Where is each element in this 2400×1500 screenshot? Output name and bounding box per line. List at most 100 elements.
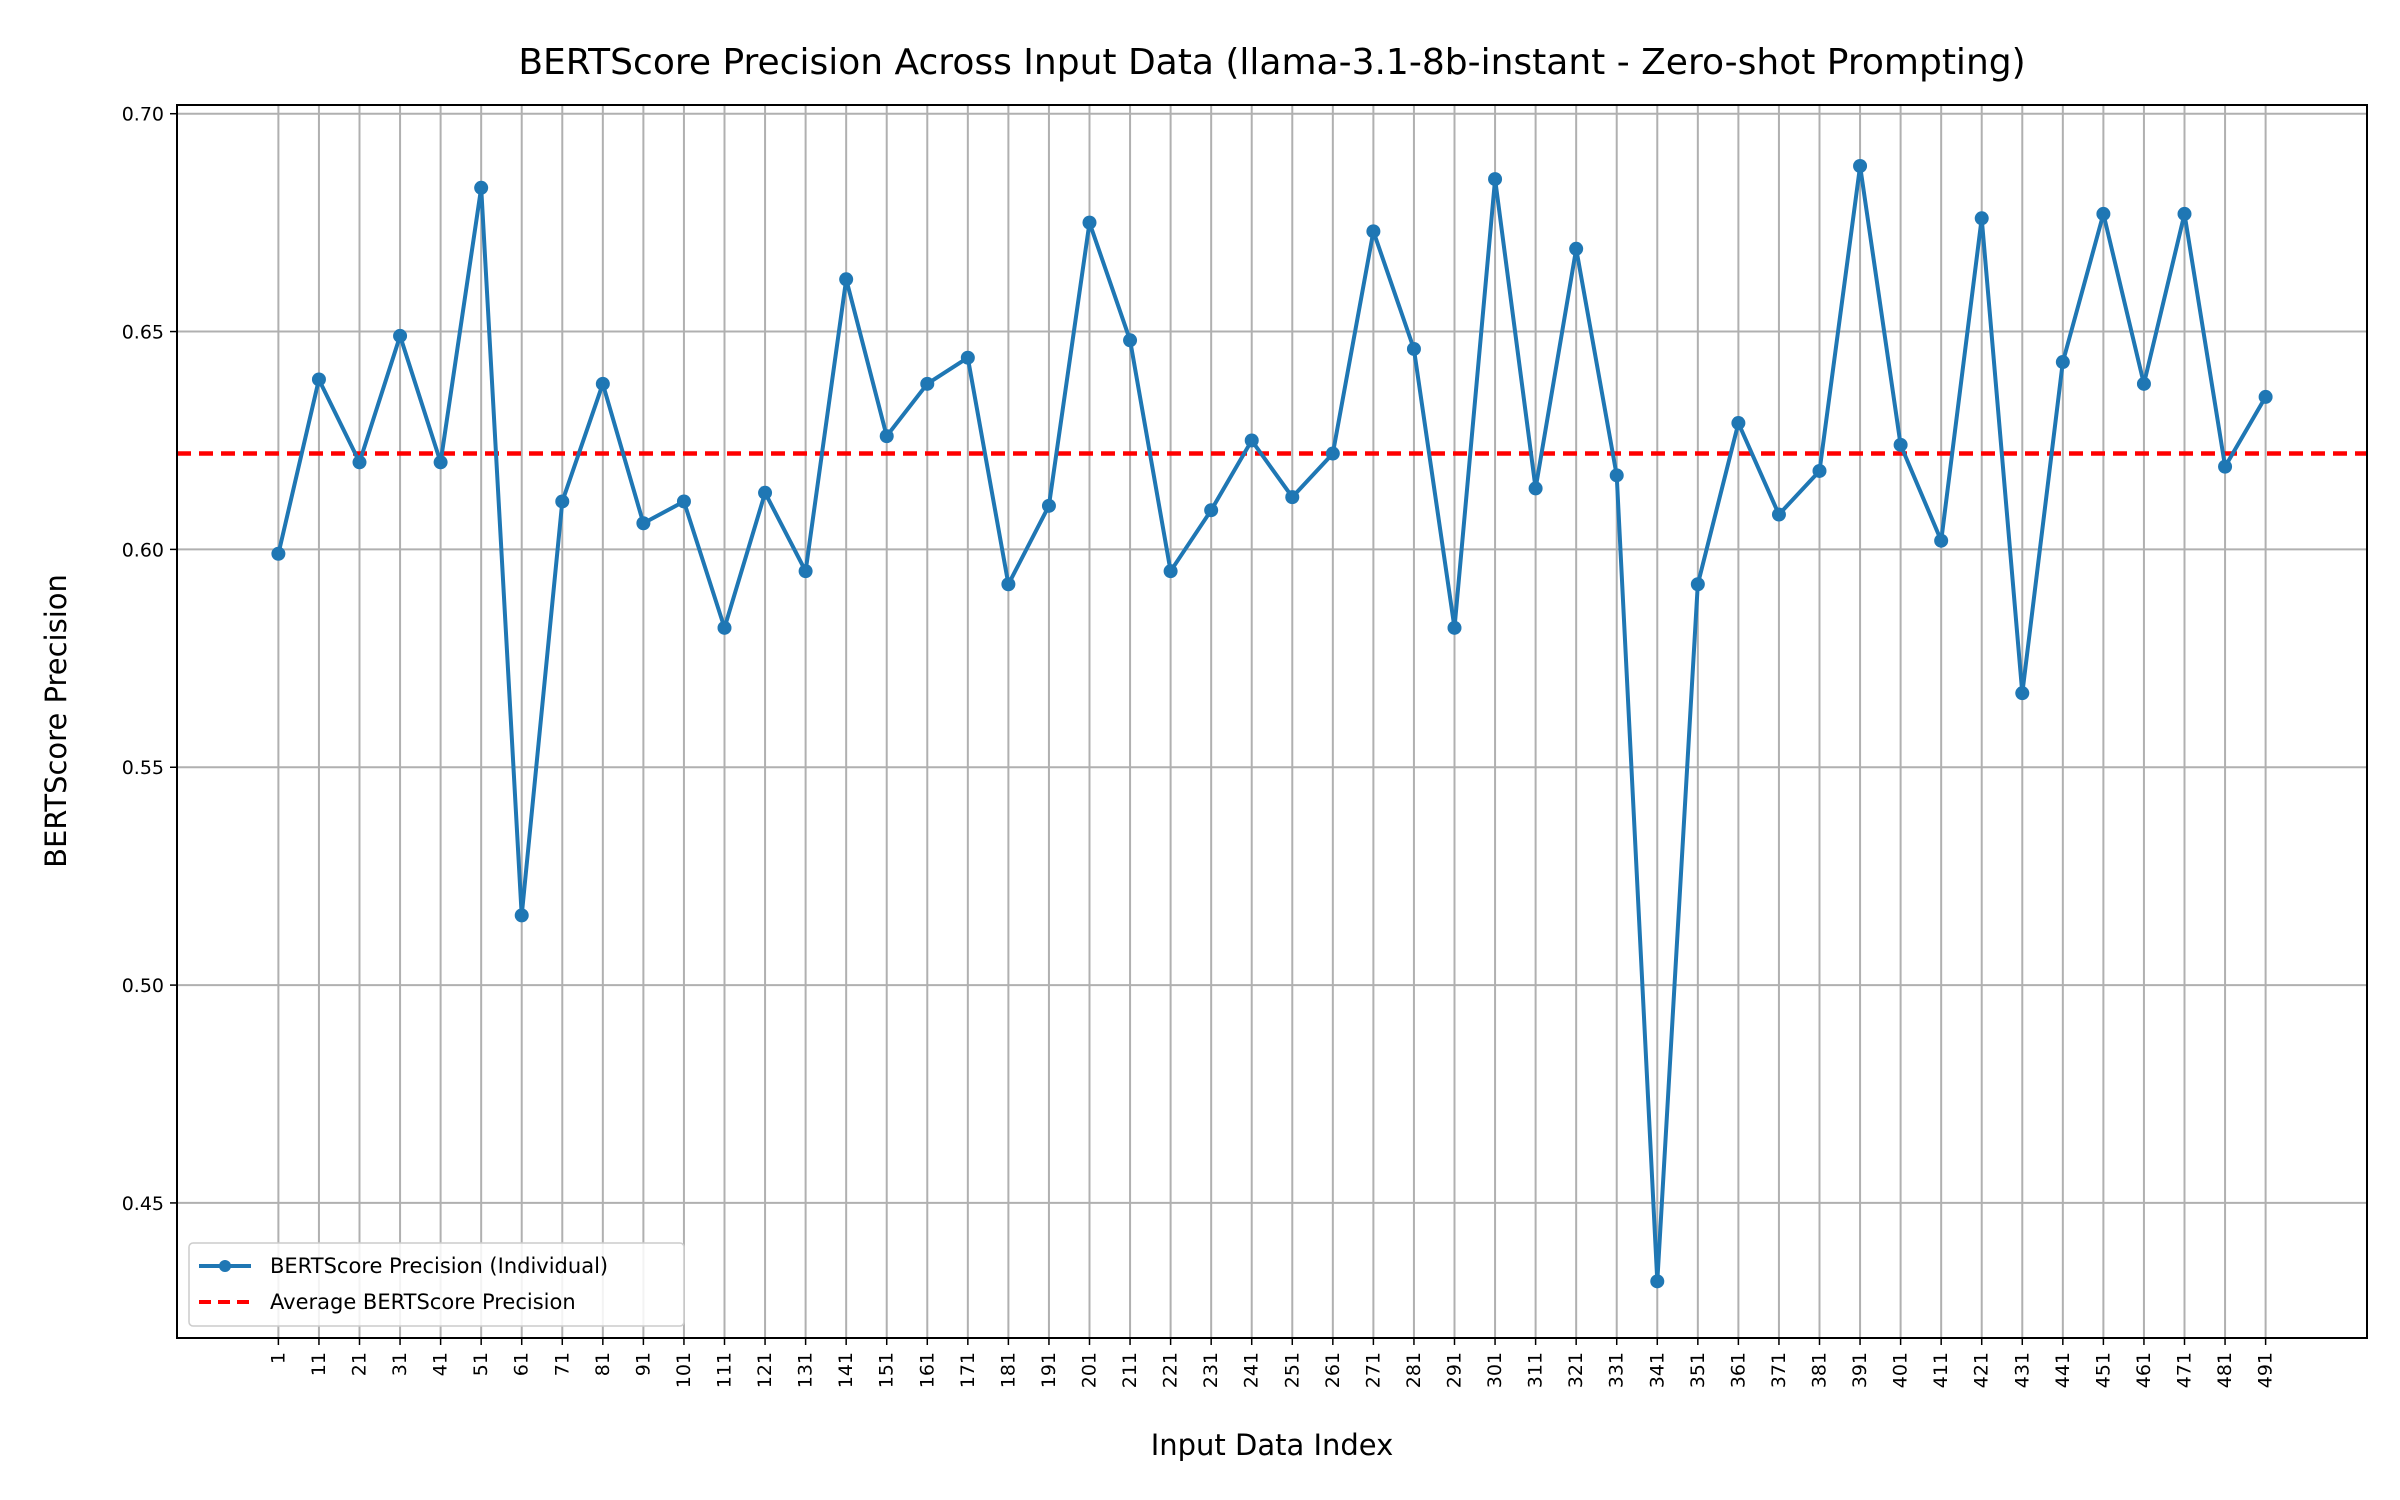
data-point [1123,333,1138,348]
x-tick-label: 401 [1890,1352,1912,1388]
plot-frame [176,104,2368,1339]
grid-lines [177,105,2367,1338]
x-tick-label: 61 [511,1352,533,1376]
x-tick-label: 101 [673,1352,695,1388]
x-tick-label: 491 [2255,1352,2277,1388]
x-tick-label: 421 [1971,1352,1993,1388]
y-tick-label: 0.65 [122,322,164,344]
data-point [839,272,854,287]
x-tick-label: 361 [1727,1352,1749,1388]
data-point [2055,355,2070,370]
data-point [758,485,773,500]
legend-marker-individual [219,1260,231,1272]
x-tick-label: 481 [2214,1352,2236,1388]
series-layer [271,158,2273,1289]
data-point [393,328,408,343]
data-point [920,376,935,391]
data-point [1244,433,1259,448]
x-tick-label: 311 [1525,1352,1547,1388]
x-tick-label: 251 [1281,1352,1303,1388]
x-tick-label: 91 [632,1352,654,1376]
data-point [1488,172,1503,187]
x-tick-label: 41 [430,1352,452,1376]
data-point [1974,211,1989,226]
data-point [1285,490,1300,505]
data-point [1690,577,1705,592]
data-point [1406,341,1421,356]
legend-box [188,1242,685,1327]
x-tick-label: 281 [1403,1352,1425,1388]
data-point [2096,206,2111,221]
y-tick-label: 0.45 [122,1193,164,1215]
y-tick-label: 0.60 [122,539,164,561]
legend: BERTScore Precision (Individual) Average… [188,1242,685,1327]
data-point [2258,389,2273,404]
x-tick-label: 21 [349,1352,371,1376]
x-tick-label: 301 [1484,1352,1506,1388]
data-point [2218,459,2233,474]
x-tick-label: 11 [308,1352,330,1376]
x-tick-label: 341 [1646,1352,1668,1388]
data-point [1650,1274,1665,1289]
x-tick-label: 181 [997,1352,1019,1388]
x-tick-label: 221 [1160,1352,1182,1388]
x-tick-label: 381 [1809,1352,1831,1388]
data-point [2136,376,2151,391]
x-tick-label: 161 [916,1352,938,1388]
y-tick-label: 0.70 [122,104,164,126]
data-point [1731,416,1746,431]
x-tick-label: 151 [876,1352,898,1388]
data-point [717,620,732,635]
x-tick-label: 51 [470,1352,492,1376]
x-tick-label: 441 [2052,1352,2074,1388]
x-tick-label: 171 [957,1352,979,1388]
x-tick-label: 411 [1930,1352,1952,1388]
data-point [352,455,367,470]
data-point [676,494,691,509]
data-point [555,494,570,509]
x-tick-label: 241 [1241,1352,1263,1388]
chart-title: BERTScore Precision Across Input Data (l… [518,42,2025,83]
x-tick-label: 1 [267,1352,289,1364]
x-tick-label: 71 [551,1352,573,1376]
x-tick-label: 391 [1849,1352,1871,1388]
x-tick-label: 261 [1322,1352,1344,1388]
x-tick-label: 451 [2092,1352,2114,1388]
x-tick-label: 141 [835,1352,857,1388]
data-point [2015,686,2030,701]
x-tick-label: 121 [754,1352,776,1388]
data-point [1204,503,1219,518]
data-point [1366,224,1381,239]
data-point [595,376,610,391]
data-point [271,546,286,561]
data-point [1934,533,1949,548]
data-point [879,429,894,444]
data-point [1082,215,1097,230]
y-axis-label: BERTScore Precision [39,574,73,868]
x-axis-label: Input Data Index [1151,1428,1394,1462]
x-tick-label: 291 [1444,1352,1466,1388]
y-tick-label: 0.50 [122,975,164,997]
data-point [1569,241,1584,256]
data-point [1609,468,1624,483]
data-point [1893,437,1908,452]
x-axis-ticks: 1 11 21 31 41 51 61 71 81 91 101 111 121 131 141 151 161… [267,1338,2277,1388]
data-point [1528,481,1543,496]
x-tick-label: 351 [1687,1352,1709,1388]
x-tick-label: 431 [2011,1352,2033,1388]
data-point [1163,564,1178,579]
data-point [636,516,651,531]
x-tick-label: 371 [1768,1352,1790,1388]
x-tick-label: 331 [1606,1352,1628,1388]
y-tick-label: 0.55 [122,757,164,779]
x-tick-label: 231 [1200,1352,1222,1388]
data-point [2177,206,2192,221]
data-point [1853,158,1868,173]
data-point [474,180,489,195]
x-tick-label: 471 [2174,1352,2196,1388]
x-tick-label: 131 [795,1352,817,1388]
data-point [960,350,975,365]
x-tick-label: 271 [1362,1352,1384,1388]
data-point [1812,463,1827,478]
data-point [1041,498,1056,513]
